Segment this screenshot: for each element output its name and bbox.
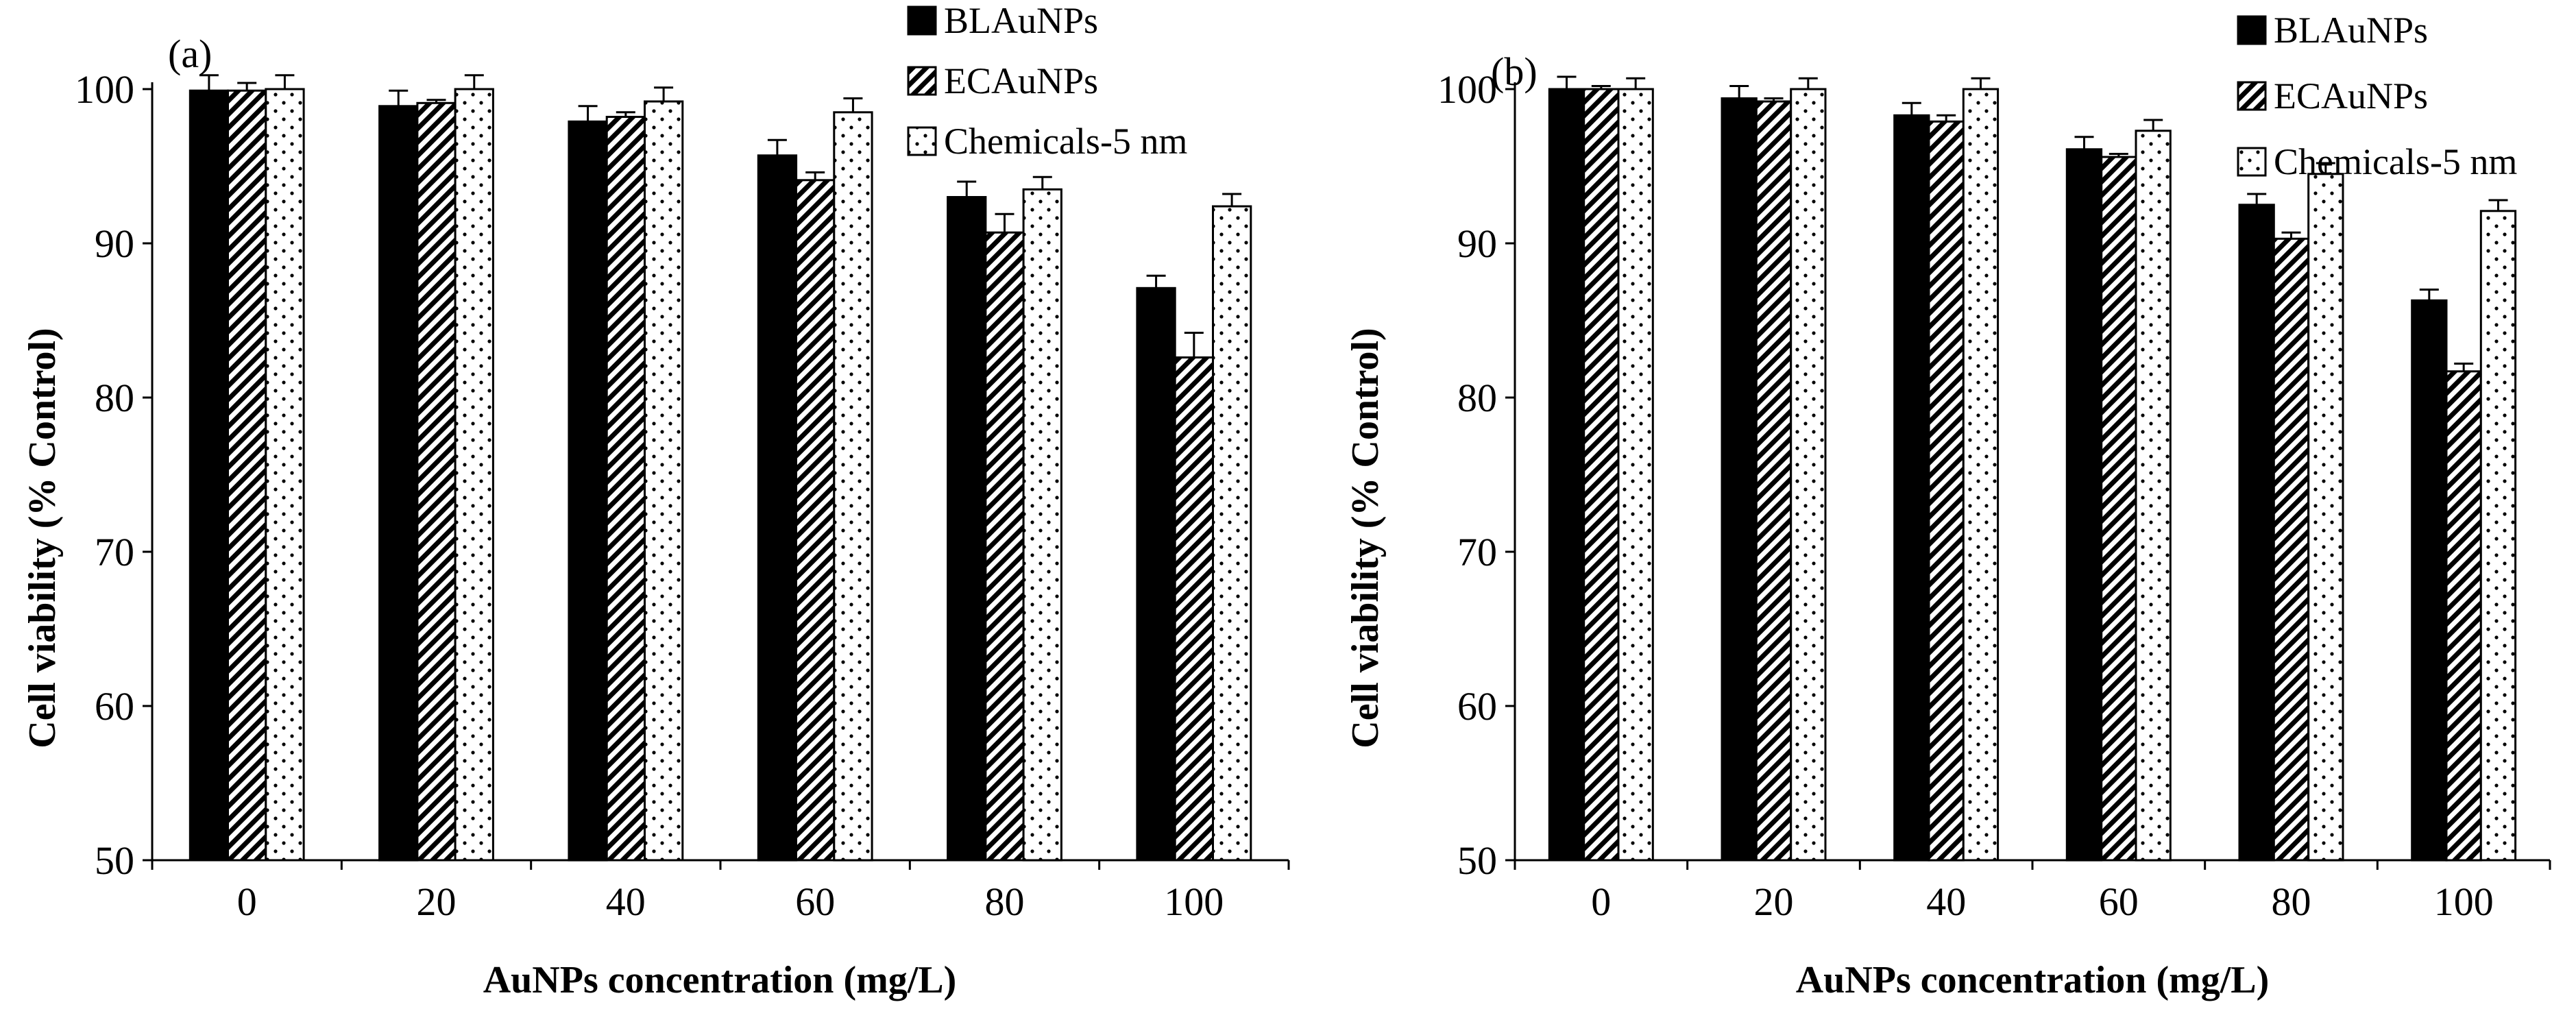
y-tick-label: 100 <box>75 67 134 112</box>
y-tick-label: 100 <box>1437 67 1497 112</box>
bar <box>568 120 608 862</box>
bar <box>833 111 873 862</box>
axes <box>143 82 1290 870</box>
legend-label: BLAuNPs <box>2274 10 2428 51</box>
y-tick-labels: 50 60 70 80 90 100 <box>1437 67 1497 883</box>
bar <box>605 116 646 862</box>
bar <box>1962 88 2000 862</box>
x-tick-labels: 0 20 40 60 80 100 <box>237 879 1224 924</box>
y-tick-labels: 50 60 70 80 90 100 <box>75 67 134 883</box>
bar <box>2065 148 2103 862</box>
x-axis-title: AuNPs concentration (mg/L) <box>483 959 957 1001</box>
legend: BLAuNPs ECAuNPs Chemicals-5 nm <box>907 0 1187 162</box>
panel-label: (a) <box>168 32 212 76</box>
y-tick-label: 80 <box>95 376 134 420</box>
bar <box>1583 88 1620 862</box>
error-bars <box>199 74 1242 358</box>
bar <box>1212 205 1252 862</box>
bar <box>1022 188 1062 862</box>
x-axis-title: AuNPs concentration (mg/L) <box>1796 959 2270 1001</box>
y-tick-label: 70 <box>1457 530 1497 574</box>
x-tick-label: 60 <box>795 879 835 924</box>
legend-swatch <box>2237 147 2267 177</box>
legend-label: Chemicals-5 nm <box>2274 141 2517 182</box>
x-tick-labels: 0 20 40 60 80 100 <box>1591 879 2493 924</box>
bar <box>2272 237 2310 862</box>
bar <box>2445 370 2482 862</box>
y-tick-label: 90 <box>1457 221 1497 266</box>
x-tick-label: 40 <box>606 879 646 924</box>
bar <box>1548 88 1585 862</box>
error-bars <box>1557 75 2508 371</box>
bar <box>1790 88 1827 862</box>
legend-swatch <box>907 5 937 36</box>
bar <box>378 105 419 862</box>
legend-swatch <box>2237 81 2267 111</box>
legend-label: Chemicals-5 nm <box>944 121 1187 162</box>
bar <box>2238 204 2275 862</box>
y-tick-label: 50 <box>1457 838 1497 883</box>
y-axis-title: Cell viability (% Control) <box>21 328 64 748</box>
x-tick-label: 100 <box>2434 879 2494 924</box>
chart-panel-a: (a) Cell viability (% Control) AuNPs con… <box>21 0 1290 1001</box>
y-axis-title: Cell viability (% Control) <box>1344 328 1387 748</box>
y-tick-label: 60 <box>1457 684 1497 729</box>
y-tick-label: 60 <box>95 684 134 729</box>
bar <box>2411 299 2448 862</box>
y-tick-label: 50 <box>95 838 134 883</box>
bar <box>189 89 230 862</box>
bar <box>757 154 798 862</box>
x-tick-label: 80 <box>985 879 1025 924</box>
y-tick-label: 80 <box>1457 376 1497 420</box>
x-tick-label: 60 <box>2099 879 2139 924</box>
bar <box>2135 130 2172 862</box>
legend-swatch <box>907 126 937 156</box>
bar <box>644 100 684 862</box>
bar <box>1928 120 1965 862</box>
bars <box>1548 88 2517 862</box>
bar <box>416 101 457 862</box>
x-tick-label: 20 <box>1754 879 1794 924</box>
bar <box>2307 173 2344 862</box>
bar <box>2479 210 2517 862</box>
axes <box>1505 82 2551 870</box>
x-tick-label: 40 <box>1926 879 1966 924</box>
legend-swatch <box>907 66 937 96</box>
bar <box>265 88 305 862</box>
bar <box>1617 88 1654 862</box>
bar <box>1136 287 1176 862</box>
legend: BLAuNPs ECAuNPs Chemicals-5 nm <box>2237 10 2517 182</box>
bar <box>1174 356 1214 862</box>
bar <box>454 88 494 862</box>
legend-label: BLAuNPs <box>944 0 1098 41</box>
bar <box>947 196 987 862</box>
bars <box>189 88 1252 862</box>
y-tick-label: 90 <box>95 221 134 266</box>
bar <box>984 231 1025 862</box>
legend-label: ECAuNPs <box>2274 75 2428 117</box>
x-tick-label: 80 <box>2272 879 2311 924</box>
bar <box>1721 97 1758 862</box>
x-tick-label: 0 <box>237 879 257 924</box>
x-tick-label: 20 <box>417 879 457 924</box>
legend-label: ECAuNPs <box>944 60 1098 101</box>
x-tick-label: 0 <box>1591 879 1611 924</box>
legend-swatch <box>2237 15 2267 45</box>
bar <box>795 179 836 862</box>
x-tick-label: 100 <box>1164 879 1224 924</box>
bar <box>2100 156 2137 862</box>
chart-panel-b: (b) Cell viability (% Control) AuNPs con… <box>1344 10 2551 1001</box>
bar <box>1755 100 1793 862</box>
bar <box>1893 114 1930 862</box>
bar <box>227 89 267 862</box>
y-tick-label: 70 <box>95 530 134 574</box>
